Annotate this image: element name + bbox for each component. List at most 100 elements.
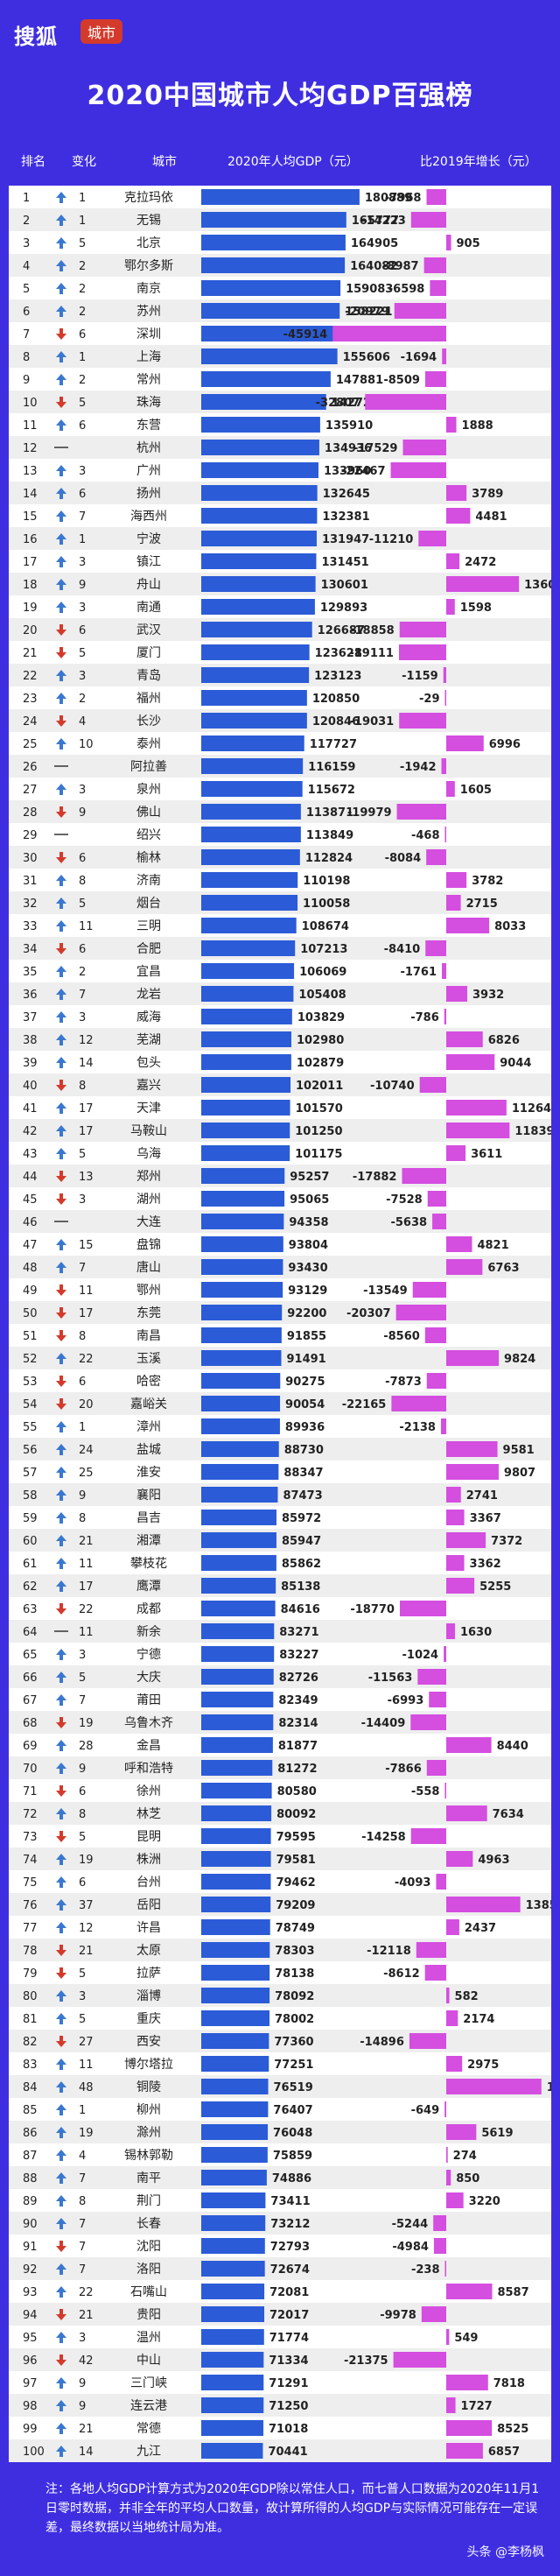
gdp-bar: [201, 1601, 276, 1616]
growth-value: 4963: [478, 1854, 509, 1867]
growth-bar: [433, 2238, 446, 2254]
arrow-up-icon: [56, 2332, 66, 2343]
growth-value: 1727: [461, 2400, 493, 2413]
gdp-value: 90275: [285, 1376, 325, 1389]
city-label: 苏州: [136, 305, 161, 319]
gdp-value: 85862: [282, 1558, 321, 1571]
rank-label: 37: [23, 1011, 38, 1024]
gdp-bar: [201, 1532, 276, 1548]
growth-value: 8440: [497, 1740, 528, 1753]
city-label: 深圳: [136, 327, 161, 341]
gdp-value: 88730: [284, 1444, 324, 1457]
growth-value: -5638: [390, 1216, 427, 1229]
rank-label: 75: [23, 1876, 38, 1890]
city-label: 常州: [136, 373, 161, 387]
growth-bar: [446, 1441, 498, 1457]
gdp-value: 94358: [289, 1216, 328, 1229]
rank-label: 18: [23, 579, 38, 592]
gdp-bar: [201, 918, 297, 933]
change-amount: 3: [79, 670, 86, 683]
growth-bar: [446, 2443, 483, 2459]
gdp-bar: [201, 1259, 284, 1275]
rank-label: 61: [23, 1558, 38, 1571]
gdp-value: 158221: [345, 306, 392, 319]
growth-value: -4093: [395, 1876, 431, 1890]
gdp-bar: [201, 2010, 270, 2026]
growth-value: 9807: [504, 1467, 536, 1480]
change-amount: 7: [79, 2218, 86, 2231]
header-growth: 比2019年增长（元）: [420, 155, 537, 169]
gdp-value: 81272: [277, 1763, 317, 1776]
city-label: 无锡: [136, 214, 161, 228]
city-label: 宁德: [136, 1647, 161, 1662]
growth-value: -17529: [354, 442, 398, 455]
growth-value: 2437: [465, 1922, 496, 1935]
change-amount: 7: [79, 1262, 86, 1275]
growth-value: -19111: [349, 647, 394, 660]
growth-bar: [416, 1942, 446, 1958]
city-label: 岳阳: [136, 1898, 161, 1912]
growth-value: 3932: [472, 989, 504, 1002]
city-label: 北京: [136, 236, 161, 250]
growth-value: 905: [457, 237, 480, 250]
growth-bar: [446, 918, 490, 933]
change-amount: 5: [79, 1831, 86, 1844]
arrow-down-icon: [56, 2241, 66, 2252]
growth-value: 6826: [488, 1034, 520, 1047]
arrow-up-icon: [56, 556, 66, 567]
gdp-bar: [201, 394, 326, 410]
gdp-value: 180889: [365, 192, 412, 205]
growth-bar: [410, 1828, 446, 1844]
growth-value: -7528: [386, 1193, 423, 1207]
growth-value: -14223: [361, 215, 406, 228]
growth-bar: [442, 963, 446, 979]
change-amount: 8: [79, 1080, 86, 1093]
change-amount: 6: [79, 419, 86, 433]
growth-value: -14896: [360, 2036, 404, 2049]
growth-bar: [446, 508, 471, 524]
growth-bar: [446, 1054, 495, 1070]
gdp-value: 82726: [279, 1672, 318, 1685]
arrow-up-icon: [56, 1057, 66, 1068]
city-label: 九江: [136, 2445, 161, 2459]
gdp-bar: [201, 1737, 273, 1753]
growth-bar: [446, 2397, 456, 2413]
rank-label: 7: [23, 328, 30, 341]
rank-label: 16: [23, 533, 38, 546]
gdp-bar: [201, 1123, 290, 1138]
gdp-bar: [201, 2124, 269, 2140]
rank-label: 95: [23, 2332, 38, 2345]
growth-bar: [436, 1874, 446, 1890]
change-amount: 3: [79, 784, 86, 797]
rank-label: 63: [23, 1603, 38, 1616]
arrow-up-icon: [56, 1148, 66, 1159]
gdp-value: 90054: [285, 1398, 325, 1411]
change-amount: 9: [79, 1489, 86, 1503]
arrow-up-icon: [56, 2013, 66, 2024]
table-row: [9, 2166, 551, 2189]
growth-bar: [444, 690, 446, 706]
gdp-value: 130601: [321, 579, 368, 592]
arrow-up-icon: [56, 306, 66, 317]
city-label: 厦门: [136, 646, 161, 660]
change-amount: 6: [79, 328, 86, 341]
gdp-bar: [201, 2420, 264, 2436]
change-amount: 7: [79, 2263, 86, 2277]
change-amount: 21: [79, 1945, 94, 1958]
rank-label: 60: [23, 1535, 38, 1548]
city-label: 株洲: [136, 1853, 161, 1867]
arrow-up-icon: [56, 1694, 66, 1706]
growth-value: 13601: [524, 579, 551, 592]
city-label: 哈密: [136, 1374, 161, 1389]
rank-label: 23: [23, 693, 38, 706]
growth-value: -7873: [385, 1376, 422, 1389]
change-amount: 2: [79, 283, 86, 296]
rank-label: 31: [23, 875, 38, 888]
city-label: 威海: [136, 1010, 161, 1024]
header-rank: 排名: [21, 155, 46, 169]
change-amount: 1: [79, 215, 86, 228]
rank-label: 93: [23, 2286, 38, 2299]
growth-value: -21375: [344, 2354, 388, 2368]
arrow-up-icon: [56, 237, 66, 249]
change-amount: 17: [79, 1125, 94, 1138]
